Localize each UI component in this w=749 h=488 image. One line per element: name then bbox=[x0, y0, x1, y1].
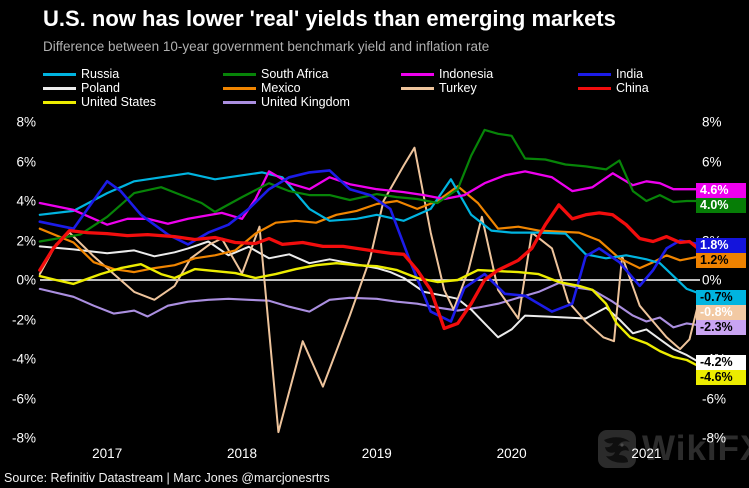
legend-item-india: India bbox=[578, 67, 643, 81]
legend-item-south-africa: South Africa bbox=[223, 67, 328, 81]
y-axis-label-right: 8% bbox=[702, 114, 722, 130]
y-axis-label-left: 4% bbox=[16, 193, 36, 209]
end-value-label-russia: -0.7% bbox=[696, 289, 746, 305]
legend-item-indonesia: Indonesia bbox=[401, 67, 493, 81]
y-axis-label-right: 0% bbox=[702, 272, 722, 288]
legend-swatch-icon bbox=[401, 72, 434, 76]
series-line-south-africa bbox=[38, 128, 702, 243]
series-line-china bbox=[38, 203, 702, 331]
series-line-russia bbox=[38, 171, 702, 295]
y-axis-label-left: -2% bbox=[11, 312, 36, 327]
legend-item-label: Indonesia bbox=[439, 67, 494, 81]
end-value-label-india: 1.8% bbox=[696, 237, 746, 253]
legend-swatch-icon bbox=[43, 72, 76, 76]
legend-item-label: China bbox=[616, 81, 649, 95]
series-line-india bbox=[38, 169, 702, 323]
legend-swatch-icon bbox=[401, 86, 434, 90]
y-axis-label-left: 2% bbox=[16, 233, 36, 248]
end-value-label-indonesia: 4.6% bbox=[696, 182, 746, 198]
legend-item-turkey: Turkey bbox=[401, 81, 477, 95]
end-value-label-mexico: 1.2% bbox=[696, 252, 746, 268]
page-subtitle: Difference between 10-year government be… bbox=[43, 39, 490, 54]
series-line-indonesia bbox=[38, 170, 702, 226]
end-value-label-turkey: -0.8% bbox=[696, 304, 746, 320]
legend-swatch-icon bbox=[223, 86, 256, 90]
series-line-united-states bbox=[38, 262, 705, 373]
y-axis-label-left: -8% bbox=[11, 430, 36, 446]
series-line-mexico bbox=[38, 185, 702, 274]
x-axis-label-2017: 2017 bbox=[92, 446, 123, 461]
wikifx-fox-badge-icon bbox=[598, 430, 636, 468]
legend-item-united-kingdom: United Kingdom bbox=[223, 95, 350, 109]
legend-item-china: China bbox=[578, 81, 649, 95]
legend-item-label: India bbox=[616, 67, 644, 81]
y-axis-label-left: 0% bbox=[16, 272, 36, 288]
legend-item-label: United States bbox=[81, 95, 157, 109]
legend-item-label: United Kingdom bbox=[261, 95, 350, 109]
y-axis-label-right: -8% bbox=[702, 430, 727, 446]
source-note: Source: Refinitiv Datastream | Marc Jone… bbox=[4, 471, 330, 485]
x-axis-label-2019: 2019 bbox=[361, 446, 392, 461]
y-axis-label-left: 6% bbox=[16, 154, 36, 169]
end-value-label-poland: -4.2% bbox=[696, 354, 746, 370]
y-axis-label-left: 8% bbox=[16, 114, 36, 130]
legend-swatch-icon bbox=[578, 72, 611, 76]
wikifx-watermark: WikiFX bbox=[598, 429, 749, 469]
legend-swatch-icon bbox=[43, 100, 76, 104]
x-axis-label-2018: 2018 bbox=[226, 446, 258, 461]
legend-item-mexico: Mexico bbox=[223, 81, 301, 95]
end-value-label-united-kingdom: -2.3% bbox=[696, 319, 746, 335]
legend-item-label: Mexico bbox=[261, 81, 301, 95]
y-axis-label-left: -6% bbox=[11, 391, 36, 406]
legend-swatch-icon bbox=[43, 86, 76, 90]
x-axis-label-2020: 2020 bbox=[496, 446, 527, 461]
page-title: U.S. now has lower 'real' yields than em… bbox=[43, 6, 616, 31]
y-axis-label-right: 6% bbox=[702, 154, 722, 169]
legend-item-label: Turkey bbox=[439, 81, 477, 95]
x-axis-label-2021: 2021 bbox=[631, 446, 662, 461]
legend-swatch-icon bbox=[223, 100, 256, 104]
legend-swatch-icon bbox=[578, 86, 611, 90]
series-line-united-kingdom bbox=[38, 281, 702, 329]
legend-item-label: Poland bbox=[81, 81, 120, 95]
end-value-label-united-states: -4.6% bbox=[696, 369, 746, 385]
series-line-turkey bbox=[38, 146, 702, 434]
y-axis-label-left: -4% bbox=[11, 351, 36, 367]
legend-item-label: Russia bbox=[81, 67, 120, 81]
end-value-label-south-africa: 4.0% bbox=[696, 197, 746, 213]
legend-item-poland: Poland bbox=[43, 81, 120, 95]
legend-item-russia: Russia bbox=[43, 67, 119, 81]
legend-item-label: South Africa bbox=[261, 67, 329, 81]
legend-swatch-icon bbox=[223, 72, 256, 76]
wikifx-watermark-text: WikiFX bbox=[642, 429, 749, 468]
legend-item-united-states: United States bbox=[43, 95, 156, 109]
y-axis-label-right: -6% bbox=[702, 391, 727, 406]
